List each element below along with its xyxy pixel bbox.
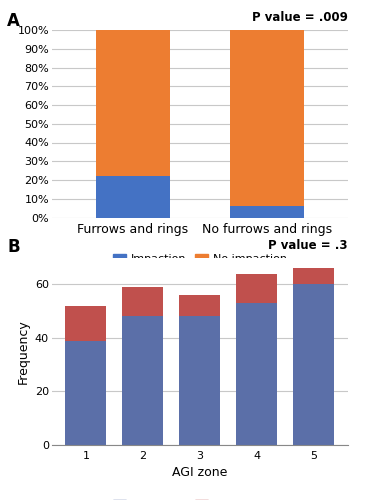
Bar (95, 176, 169, 218)
Bar (236, 303, 277, 445)
Text: B: B (7, 238, 20, 256)
Bar (122, 316, 164, 445)
Text: A: A (7, 12, 20, 30)
X-axis label: AGI zone: AGI zone (172, 466, 228, 479)
Bar (95, 30, 169, 176)
Bar (293, 268, 334, 284)
Text: P value = .009: P value = .009 (252, 12, 348, 24)
Bar (230, 30, 304, 206)
Text: P value = .3: P value = .3 (268, 239, 348, 252)
Bar (65, 306, 107, 340)
Bar (236, 274, 277, 303)
Bar (230, 206, 304, 218)
Bar (65, 340, 107, 445)
Bar (179, 316, 220, 445)
Y-axis label: Frequency: Frequency (16, 319, 29, 384)
Legend: Impaction, No impaction: Impaction, No impaction (108, 250, 291, 268)
Legend: Impaction, No impaction: Impaction, No impaction (108, 496, 291, 500)
Bar (293, 284, 334, 445)
Bar (179, 295, 220, 316)
Bar (122, 287, 164, 316)
